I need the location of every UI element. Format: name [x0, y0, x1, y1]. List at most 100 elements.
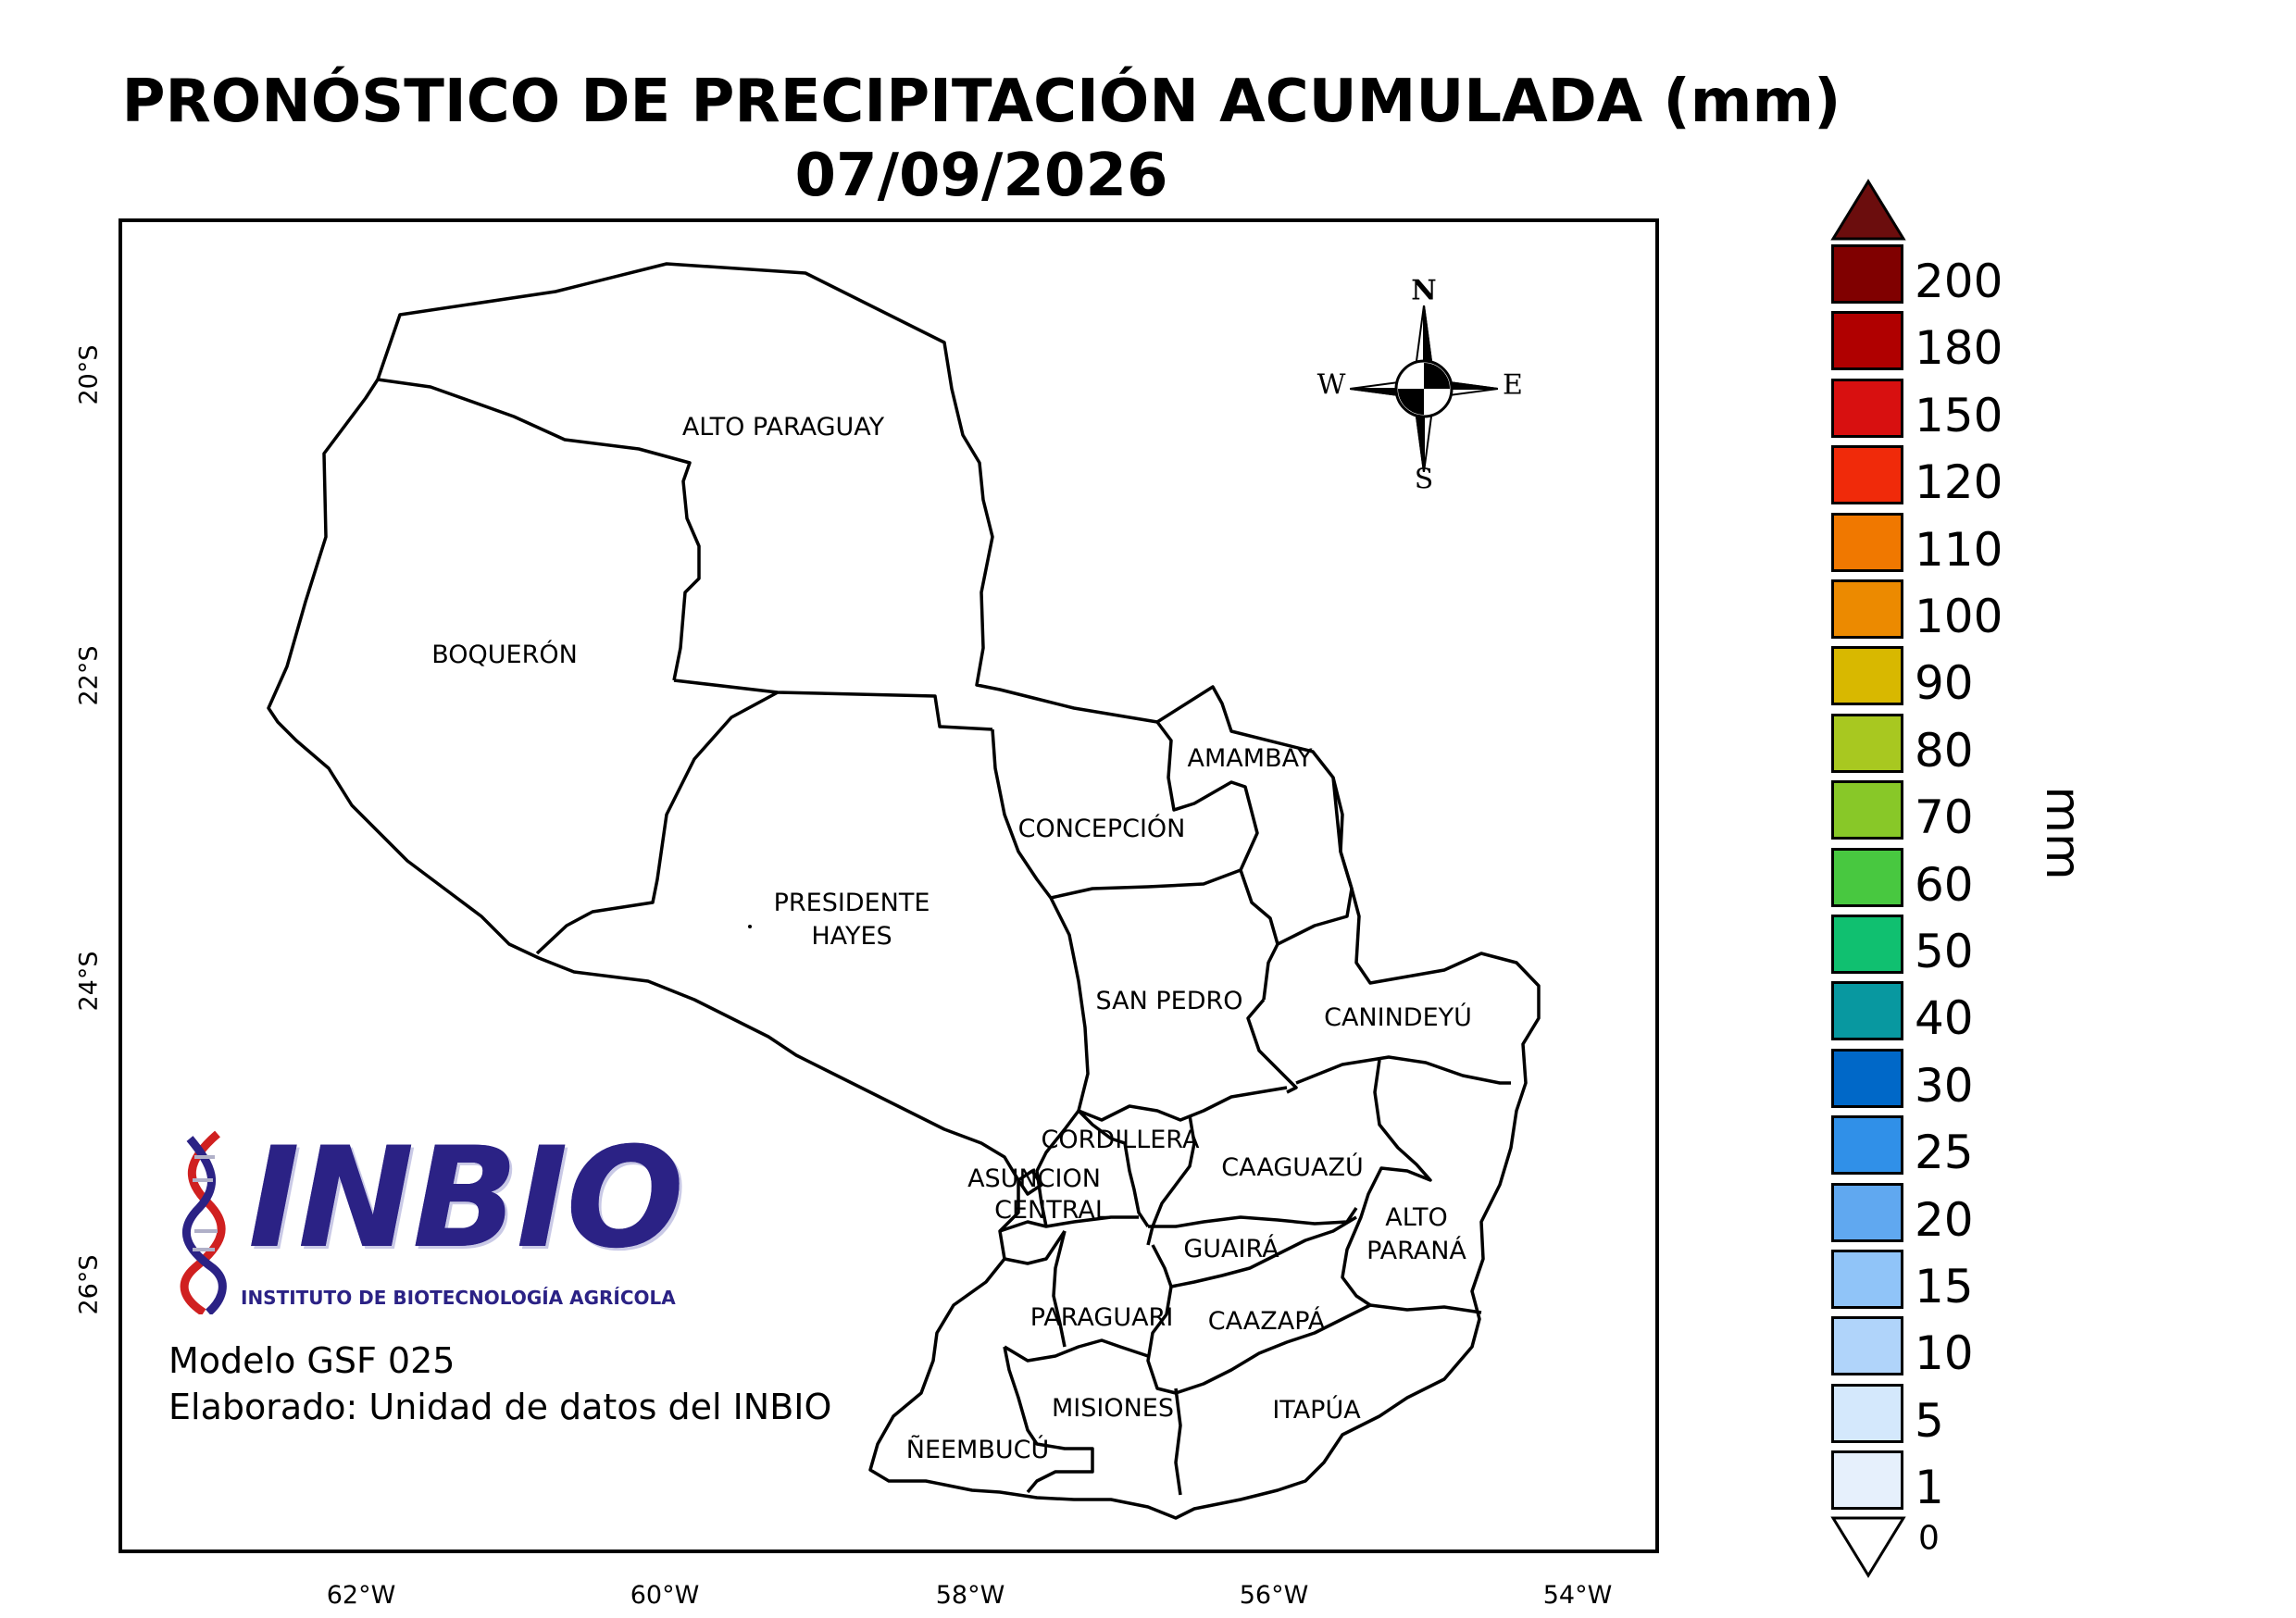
colorbar-swatch-70: [1831, 780, 1903, 840]
border-concepcion-sanpedro: [1050, 868, 1279, 945]
compass-west-label: W: [1316, 368, 1346, 402]
border-amambay-concepcion: [1155, 720, 1259, 871]
label-central: CENTRAL: [994, 1196, 1109, 1225]
colorbar-swatch-50: [1831, 915, 1903, 974]
colorbar-label-120: 120: [1915, 455, 2003, 510]
label-misiones: MISIONES: [1051, 1394, 1175, 1423]
label-canindeyu: CANINDEYÚ: [1324, 1003, 1472, 1032]
label-concepcion: CONCEPCIÓN: [1017, 815, 1186, 843]
border-caazapa-itapua: [1146, 1286, 1371, 1395]
label-caaguazu: CAAGUAZÚ: [1221, 1153, 1364, 1182]
colorbar-swatch-110: [1831, 512, 1903, 572]
colorbar-swatch-150: [1831, 378, 1903, 438]
colorbar-label-5: 5: [1915, 1393, 1944, 1448]
border-sanpedro-canindeyu: [1246, 998, 1298, 1094]
map-point: [748, 925, 752, 928]
colorbar-label-60: 60: [1915, 857, 1974, 912]
border-altoparana-caaguazu: [1341, 1059, 1432, 1307]
compass-north-label: N: [1411, 274, 1437, 307]
model-credit: Modelo GSF 025: [168, 1340, 455, 1381]
x-tick-56w: 56°W: [1239, 1581, 1309, 1610]
author-credit: Elaborado: Unidad de datos del INBIO: [168, 1387, 832, 1427]
label-asuncion: ASUNCION: [967, 1164, 1101, 1193]
label-presidente-hayes: PRESIDENTE HAYES: [774, 887, 930, 953]
x-tick-60w: 60°W: [630, 1581, 700, 1610]
colorbar-label-200: 200: [1915, 255, 2003, 308]
colorbar-label-15: 15: [1915, 1260, 1974, 1313]
compass-south-label: S: [1414, 463, 1434, 496]
colorbar-zero-label: 0: [1918, 1519, 1940, 1558]
colorbar-label-50: 50: [1915, 925, 1974, 978]
label-neembucu: ÑEEMBUCÚ: [905, 1436, 1050, 1464]
map-date: 07/09/2026: [794, 142, 1168, 210]
colorbar-swatch-200: [1831, 244, 1903, 304]
logo-wordmark: INBIO: [245, 1118, 687, 1279]
label-alto-paraguay: ALTO PARAGUAY: [681, 413, 885, 442]
colorbar-over-triangle: [1830, 179, 1906, 241]
colorbar-swatch-180: [1831, 311, 1903, 371]
y-tick-20s: 20°S: [74, 344, 104, 405]
y-tick-24s: 24°S: [74, 951, 104, 1012]
border-misiones-itapua: [1174, 1388, 1182, 1496]
colorbar-swatch-40: [1831, 981, 1903, 1041]
label-alto-parana-line2: PARANÁ: [1366, 1237, 1466, 1265]
compass-rose-icon: [1350, 305, 1498, 472]
border-neembucu-misiones: [1003, 1346, 1094, 1494]
border-guaira-caazapa: [1151, 1215, 1357, 1288]
colorbar-label-110: 110: [1915, 522, 2003, 577]
compass-east-label: E: [1503, 368, 1523, 402]
border-amambay-canindeyu: [1262, 777, 1354, 1001]
label-presidente-hayes-line1: PRESIDENTE: [773, 889, 930, 917]
border-boqueron-hayes: [535, 691, 779, 955]
colorbar-label-1: 1: [1915, 1461, 1944, 1515]
colorbar-label-180: 180: [1915, 321, 2003, 376]
logo-subtitle: INSTITUTO DE BIOTECNOLOGÍA AGRÍCOLA: [241, 1287, 676, 1309]
border-central-south: [1004, 1230, 1067, 1265]
colorbar-label-20: 20: [1915, 1192, 1974, 1247]
label-alto-parana: ALTO PARANÁ: [1366, 1201, 1466, 1268]
colorbar-swatch-60: [1831, 847, 1903, 907]
border-cordillera-2: [1035, 1109, 1080, 1227]
label-boqueron: BOQUERÓN: [431, 641, 578, 669]
label-guaira: GUAIRÁ: [1183, 1235, 1279, 1263]
x-tick-58w: 58°W: [935, 1581, 1005, 1610]
x-tick-54w: 54°W: [1542, 1581, 1613, 1610]
colorbar-swatch-10: [1831, 1316, 1903, 1376]
colorbar-label-10: 10: [1915, 1326, 1974, 1381]
border-paraguari-misiones: [1004, 1338, 1149, 1363]
y-tick-26s: 26°S: [74, 1254, 104, 1315]
border-hayes-east: [991, 728, 1090, 1112]
colorbar-label-80: 80: [1915, 723, 1974, 778]
dna-helix-icon: [180, 1130, 227, 1314]
label-caazapa: CAAZAPÁ: [1207, 1307, 1326, 1336]
border-asuncion: [1017, 1169, 1043, 1196]
border-paraguari-east: [1052, 1230, 1067, 1348]
colorbar-swatch-5: [1831, 1383, 1903, 1443]
colorbar-swatch-30: [1831, 1048, 1903, 1108]
colorbar-label-90: 90: [1915, 656, 1974, 711]
y-tick-22s: 22°S: [74, 645, 104, 706]
label-paraguari: PARAGUARI: [1029, 1303, 1174, 1332]
border-altoparaguay-hayes: [673, 678, 993, 731]
inbio-logo: INBIO INSTITUTO DE BIOTECNOLOGÍA AGRÍCOL…: [167, 1126, 687, 1314]
colorbar-label-30: 30: [1915, 1058, 1974, 1113]
border-altoparaguay-boqueron: [377, 378, 701, 681]
label-alto-parana-line1: ALTO: [1385, 1203, 1448, 1232]
colorbar-swatch-120: [1831, 445, 1903, 505]
border-central-paraguari: [999, 1215, 1139, 1233]
colorbar-label-100: 100: [1915, 590, 2003, 643]
colorbar-swatch-20: [1831, 1182, 1903, 1242]
colorbar-under-triangle: [1830, 1516, 1906, 1578]
colorbar-label-70: 70: [1915, 790, 1974, 845]
border-caaguazu-guaira: [1148, 1207, 1358, 1228]
label-presidente-hayes-line2: HAYES: [811, 922, 892, 951]
label-san-pedro: SAN PEDRO: [1095, 987, 1243, 1015]
colorbar-swatch-25: [1831, 1115, 1903, 1176]
colorbar-label-150: 150: [1915, 388, 2003, 442]
colorbar-swatch-15: [1831, 1250, 1903, 1309]
label-amambay: AMAMBAY: [1187, 744, 1313, 773]
map-title: PRONÓSTICO DE PRECIPITACIÓN ACUMULADA (m…: [121, 68, 1841, 136]
colorbar-label-25: 25: [1915, 1126, 1974, 1180]
border-sanpedro-south: [1078, 1086, 1288, 1122]
